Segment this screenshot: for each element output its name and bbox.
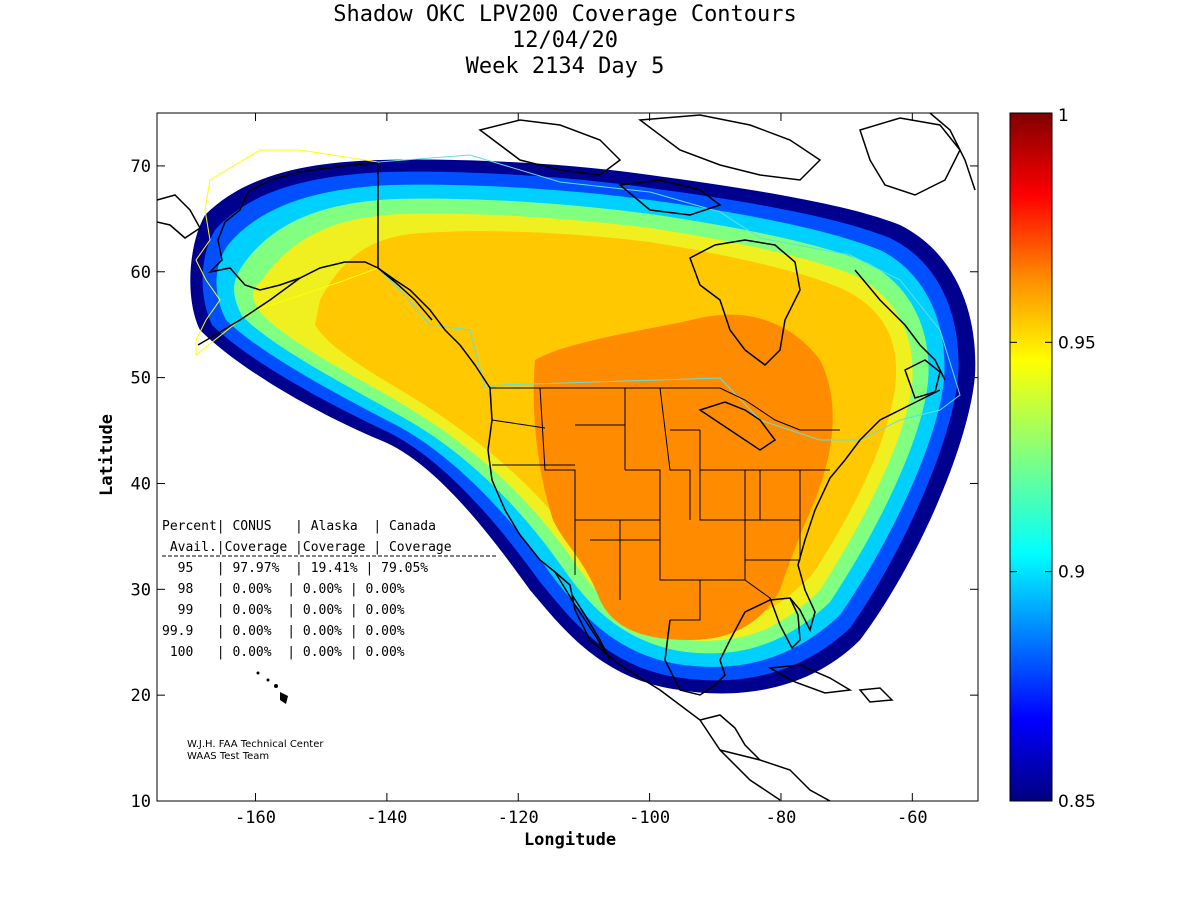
x-tick-label: -100: [629, 808, 670, 828]
y-tick-label: 70: [131, 157, 151, 177]
table-header-2: Avail.|Coverage |Coverage | Coverage: [162, 540, 452, 555]
coverage-table: Percent| CONUS | Alaska | Canada Avail.|…: [162, 519, 498, 660]
canada-ring-outline: [377, 154, 961, 441]
central-america: [719, 749, 831, 801]
colorbar-tick-label: 0.85: [1058, 792, 1096, 812]
colorbar: [1009, 112, 1053, 802]
gulf-coast: [664, 389, 941, 696]
hispaniola: [858, 687, 894, 703]
y-tick-label: 40: [131, 474, 151, 494]
x-tick-label: -140: [366, 808, 407, 828]
x-axis-label: Longitude: [524, 830, 616, 850]
axes-frame: [156, 112, 979, 802]
coastlines: [157, 113, 976, 801]
cuba: [767, 664, 853, 694]
x-tick-label: -60: [897, 808, 928, 828]
alaska-canada-border: [377, 163, 433, 321]
x-tick-label: -80: [766, 808, 797, 828]
hudson-bay: [689, 239, 801, 366]
great-lakes: [698, 401, 777, 451]
colorbar-tick-label: 1: [1058, 106, 1069, 126]
colorbar-ticks: 0.85 0.9 0.95 1: [1010, 106, 1096, 812]
alaska-coast: [207, 162, 461, 346]
newfoundland: [904, 359, 941, 399]
table-row: 100 | 0.00% | 0.00% | 0.00%: [162, 645, 405, 660]
table-row: 99.9 | 0.00% | 0.00% | 0.00%: [162, 624, 405, 639]
state-borders: [490, 387, 840, 621]
x-tick-label: -120: [498, 808, 539, 828]
plot-title-line-2: 12/04/20: [512, 28, 618, 53]
us-canada-border: [490, 387, 840, 431]
arctic-islands: [478, 119, 622, 176]
y-ticks: 10 20 30 40 50 60 70: [131, 157, 978, 812]
credit-line-1: W.J.H. FAA Technical Center: [187, 739, 324, 750]
hawaii-islands: [256, 671, 288, 704]
y-tick-label: 10: [131, 792, 151, 812]
x-ticks: -160 -140 -120 -100 -80 -60: [235, 113, 928, 828]
colorbar-tick-label: 0.95: [1058, 333, 1096, 353]
table-row: 98 | 0.00% | 0.00% | 0.00%: [162, 582, 405, 597]
table-row: 95 | 97.97% | 19.41% | 79.05%: [162, 561, 428, 576]
y-tick-label: 50: [131, 369, 151, 389]
credit-line-2: WAAS Test Team: [187, 751, 269, 762]
greenland-edge: [929, 113, 976, 191]
y-tick-label: 60: [131, 263, 151, 283]
y-tick-label: 30: [131, 580, 151, 600]
x-tick-label: -160: [235, 808, 276, 828]
chukotka: [157, 194, 201, 239]
plot-title-line-3: Week 2134 Day 5: [465, 54, 665, 79]
table-row: 99 | 0.00% | 0.00% | 0.00%: [162, 603, 405, 618]
boundary-outlines: [195, 149, 961, 441]
alaska-peninsula: [197, 277, 301, 346]
labrador: [854, 269, 946, 381]
alaska-ring-outline: [195, 149, 379, 357]
table-header-1: Percent| CONUS | Alaska | Canada: [162, 519, 436, 534]
florida: [769, 597, 801, 650]
y-tick-label: 20: [131, 686, 151, 706]
plot-title-line-1: Shadow OKC LPV200 Coverage Contours: [333, 2, 797, 27]
y-axis-label: Latitude: [97, 414, 117, 496]
colorbar-tick-label: 0.9: [1058, 563, 1085, 583]
band-0.96: [533, 314, 833, 640]
baja-coast: [554, 571, 611, 661]
